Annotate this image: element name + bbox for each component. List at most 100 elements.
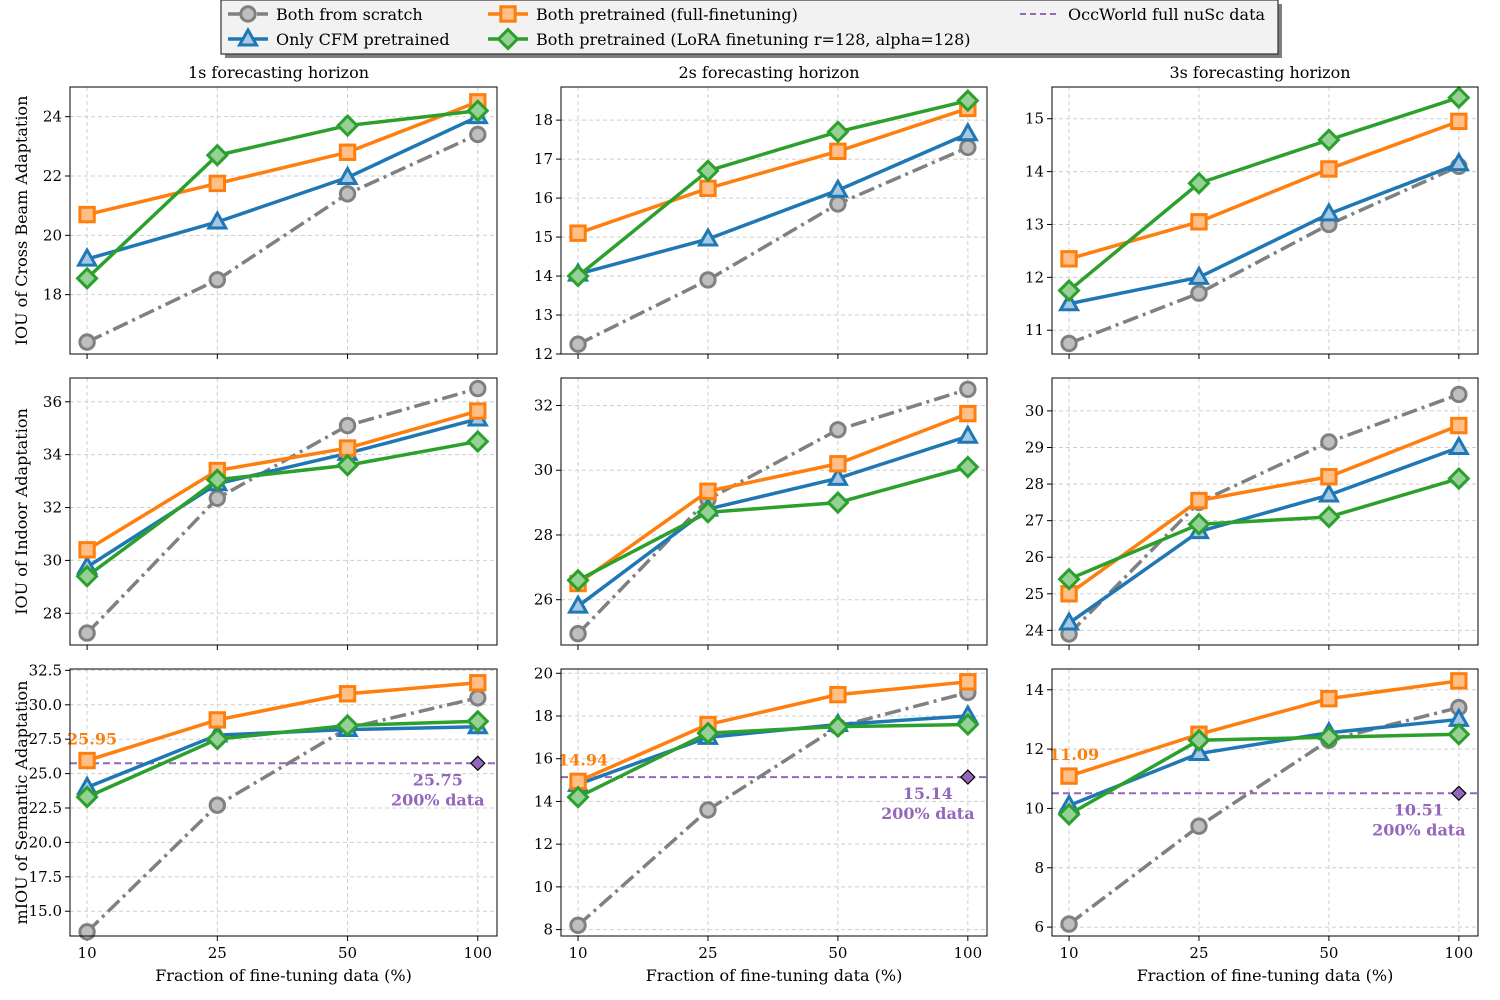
- point-cfm-50: [1317, 201, 1340, 222]
- y-tick-label: 10: [1025, 799, 1044, 817]
- point-cfm-50: [1317, 482, 1340, 503]
- y-tick-label: 27.5: [29, 730, 62, 748]
- point-lora-100: [466, 429, 490, 454]
- y-tick-label: 15: [534, 228, 553, 246]
- point-lora-25: [205, 143, 229, 167]
- point-scratch-10: [569, 624, 587, 643]
- point-lora-10: [75, 785, 99, 809]
- y-tick-label: 24: [1025, 621, 1044, 639]
- occworld-note-label: 200% data: [881, 804, 974, 823]
- point-lora-25: [1187, 728, 1211, 752]
- point-cfm-25: [206, 209, 229, 230]
- x-tick-label: 25: [698, 944, 717, 962]
- point-cfm-100: [956, 121, 979, 142]
- y-tick-label: 18: [534, 111, 553, 129]
- legend-label-lora: Both pretrained (LoRA finetuning r=128, …: [536, 30, 971, 49]
- y-tick-label: 30.0: [29, 696, 62, 714]
- point-lora-25: [696, 721, 720, 745]
- point-full-25: [1190, 491, 1208, 510]
- subplots: 18 20 22 24 1s forecasting horizon IOU of Cro…: [12, 63, 1479, 985]
- point-scratch-100: [469, 379, 487, 398]
- series-line-scratch: [86, 132, 479, 344]
- point-lora-10: [75, 266, 99, 290]
- x-tick-label: 50: [1319, 944, 1338, 962]
- point-full-25: [208, 711, 227, 729]
- series-line-cfm: [86, 417, 479, 569]
- series-line-lora: [85, 108, 478, 280]
- subplot-r2-c0: 15.0 17.5 20.0 22.5 25.0 27.5 30.0 32.5 10 25 50 10…: [12, 661, 498, 985]
- point-full-100: [1450, 416, 1468, 435]
- y-tick-label: 14: [1025, 163, 1044, 181]
- y-tick-label: 34: [43, 446, 62, 464]
- legend-marker-cfm: [236, 26, 260, 47]
- y-tick-label: 32: [534, 397, 553, 415]
- point-lora-50: [335, 453, 360, 477]
- point-lora-100: [1447, 722, 1471, 746]
- point-lora-10: [566, 568, 590, 592]
- series-line-scratch: [1067, 705, 1460, 926]
- y-tick-label: 28: [43, 604, 62, 622]
- y-tick-label: 20: [534, 664, 553, 682]
- series-line-scratch: [577, 145, 969, 346]
- point-scratch-50: [829, 421, 847, 439]
- point-scratch-10: [78, 923, 96, 941]
- point-scratch-10: [78, 333, 96, 351]
- occworld-reference-marker: [959, 769, 976, 785]
- series-line-lora: [577, 722, 968, 799]
- x-tick-label: 100: [1445, 944, 1474, 962]
- point-scratch-100: [1450, 385, 1468, 404]
- legend-marker-lora: [496, 27, 520, 51]
- subplot-r1-c2: 24 25 26 27 28 29 30: [1025, 377, 1479, 650]
- y-tick-label: 28: [1025, 475, 1044, 493]
- point-scratch-50: [338, 416, 357, 435]
- point-full-25: [1190, 213, 1208, 231]
- series-line-lora: [86, 719, 478, 799]
- point-lora-50: [1317, 128, 1341, 152]
- y-tick-label: 12: [1025, 268, 1044, 286]
- first-point-value-label: 25.95: [67, 730, 117, 749]
- series-line-scratch: [85, 386, 479, 635]
- point-full-25: [699, 482, 717, 500]
- point-lora-50: [335, 113, 360, 138]
- point-full-50: [829, 455, 847, 473]
- point-full-25: [208, 174, 227, 193]
- point-cfm-100: [1447, 435, 1470, 455]
- subplot-r1-c1: 26 28 30 32: [534, 377, 988, 650]
- legend-frame: [220, 0, 1279, 55]
- series-line-full: [86, 100, 479, 217]
- y-tick-label: 6: [1034, 918, 1044, 936]
- point-scratch-10: [569, 335, 587, 353]
- y-tick-label: 30: [43, 551, 62, 569]
- series-line-scratch: [1068, 164, 1460, 346]
- x-tick-label: 50: [338, 944, 357, 962]
- point-lora-100: [956, 712, 980, 737]
- y-axis-label: mIOU of Semantic Adaptation: [12, 681, 31, 925]
- point-lora-100: [956, 455, 980, 479]
- point-lora-50: [1317, 725, 1341, 749]
- series-line-full: [1068, 423, 1460, 596]
- occworld-note-label: 200% data: [391, 790, 484, 809]
- point-cfm-10: [76, 247, 99, 267]
- y-tick-label: 28: [534, 526, 553, 544]
- axes-frame: [69, 668, 498, 937]
- point-cfm-50: [826, 178, 849, 198]
- point-full-50: [338, 143, 357, 161]
- y-tick-label: 26: [534, 591, 553, 609]
- y-tick-label: 8: [543, 921, 553, 939]
- legend-label-scratch: Both from scratch: [276, 5, 423, 24]
- point-full-10: [569, 224, 587, 242]
- point-full-50: [1320, 160, 1338, 178]
- point-lora-100: [956, 89, 980, 113]
- point-scratch-100: [469, 689, 487, 707]
- point-full-10: [1060, 250, 1078, 268]
- point-lora-25: [1187, 512, 1211, 536]
- point-scratch-25: [208, 271, 227, 289]
- point-full-100: [959, 404, 977, 423]
- point-lora-50: [826, 490, 850, 515]
- subplot-title: 1s forecasting horizon: [188, 63, 369, 82]
- y-tick-label: 32.5: [29, 661, 62, 679]
- point-lora-50: [826, 715, 850, 739]
- y-tick-label: 14: [534, 792, 553, 810]
